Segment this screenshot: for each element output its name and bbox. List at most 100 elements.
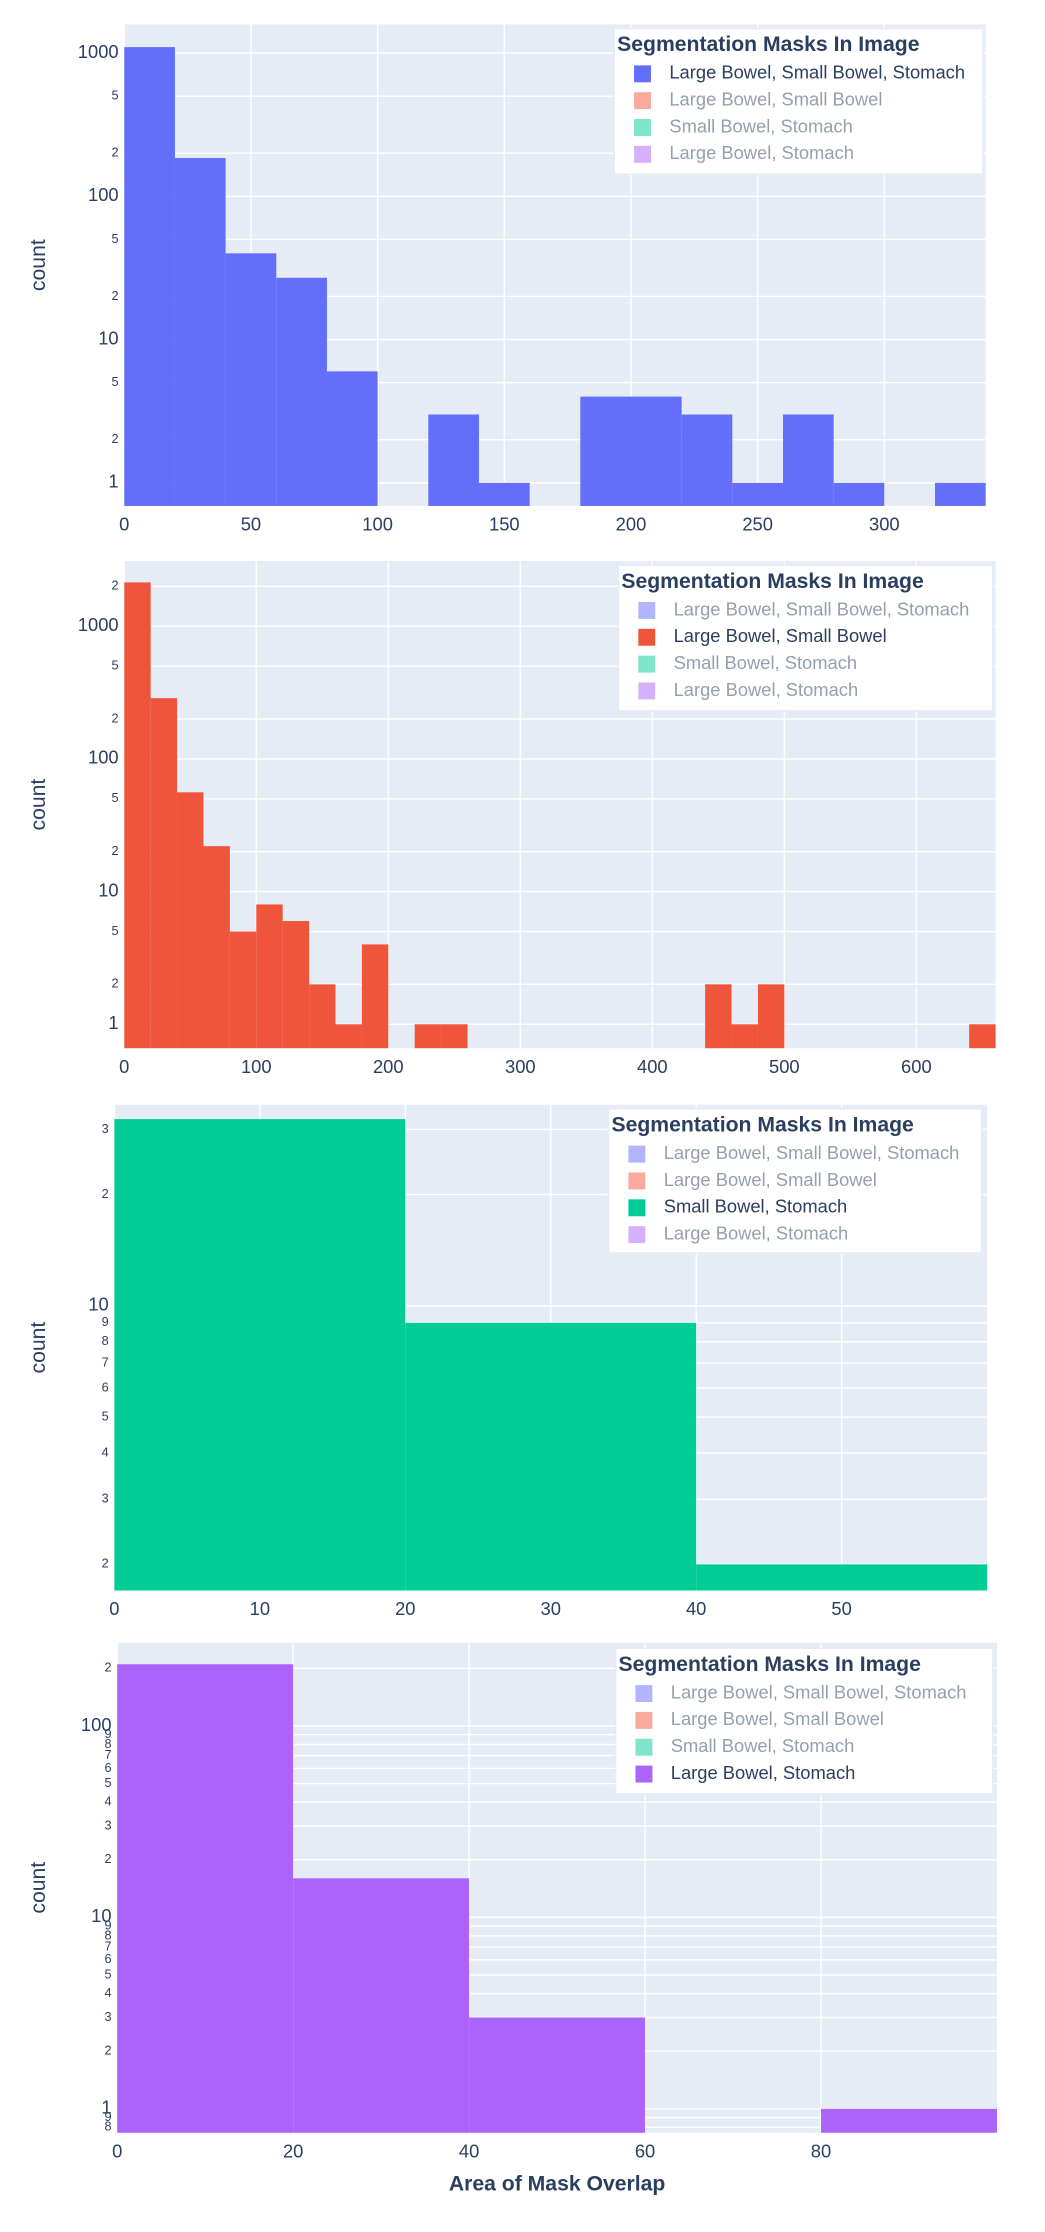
legend-swatch — [638, 628, 656, 646]
y-tick-label: 5 — [112, 659, 119, 673]
bar — [441, 1024, 468, 1049]
y-tick-label: 1 — [101, 2097, 111, 2118]
bar — [225, 253, 277, 506]
y-tick-label: 3 — [104, 1818, 111, 1832]
legend-label: Large Bowel, Stomach — [664, 1222, 849, 1243]
bar — [696, 1564, 988, 1591]
legend-label: Large Bowel, Small Bowel — [669, 88, 882, 109]
y-tick-label: 3 — [102, 1492, 109, 1506]
y-tick-label: 10 — [98, 879, 118, 900]
bar — [150, 698, 178, 1049]
legend-box — [613, 27, 984, 175]
bar — [630, 396, 682, 506]
bar — [705, 984, 732, 1049]
legend-swatch — [628, 1145, 646, 1163]
legend-box — [617, 564, 994, 712]
bar — [935, 482, 986, 506]
y-tick-label: 6 — [102, 1380, 109, 1394]
bar — [757, 984, 785, 1049]
bar — [821, 2108, 997, 2133]
bar — [124, 47, 175, 506]
legend-label: Large Bowel, Stomach — [674, 679, 859, 700]
legend-swatch — [628, 1172, 646, 1190]
bar — [732, 482, 784, 506]
legend-swatch — [628, 1226, 646, 1244]
bar — [969, 1024, 996, 1049]
bar — [361, 944, 389, 1049]
legend-label: Large Bowel, Small Bowel, Stomach — [671, 1681, 967, 1702]
legend-label: Large Bowel, Stomach — [669, 142, 854, 163]
legend-swatch — [638, 601, 656, 619]
legend-label: Small Bowel, Stomach — [669, 115, 853, 136]
x-tick-label: 0 — [119, 1056, 129, 1077]
y-tick-label: 1000 — [78, 41, 119, 62]
bar — [326, 371, 378, 506]
x-tick-label: 300 — [869, 514, 900, 535]
legend-swatch — [628, 1199, 646, 1217]
bar — [335, 1024, 362, 1049]
y-tick-label: 1 — [108, 1012, 118, 1033]
bar — [174, 158, 226, 506]
bar — [124, 582, 151, 1049]
y-tick-label: 2 — [112, 844, 119, 858]
y-tick-label: 10 — [88, 1294, 108, 1315]
bar — [414, 1024, 442, 1049]
y-tick-label: 4 — [102, 1445, 109, 1459]
legend-swatch — [634, 119, 652, 136]
legend-swatch — [635, 1711, 653, 1729]
legend-label: Small Bowel, Stomach — [671, 1735, 855, 1756]
y-tick-label: 6 — [104, 1761, 111, 1775]
y-axis-title: count — [27, 239, 50, 291]
y-tick-label: 8 — [104, 1737, 111, 1751]
bar — [229, 931, 257, 1049]
y-tick-label: 7 — [102, 1356, 109, 1370]
bar — [177, 792, 204, 1049]
y-tick-label: 2 — [112, 579, 119, 593]
bar — [256, 904, 283, 1049]
bar — [309, 984, 336, 1049]
y-tick-label: 5 — [112, 791, 119, 805]
y-tick-label: 2 — [102, 1187, 109, 1201]
bar — [478, 482, 530, 506]
x-tick-label: 150 — [489, 514, 520, 535]
legend-label: Large Bowel, Small Bowel, Stomach — [674, 598, 970, 619]
x-tick-label: 250 — [742, 514, 773, 535]
x-tick-label: 40 — [459, 2140, 479, 2161]
x-tick-label: 50 — [241, 514, 261, 535]
legend-label: Large Bowel, Small Bowel, Stomach — [664, 1142, 960, 1163]
x-axis-title: Area of Mask Overlap — [449, 2173, 666, 2196]
legend-label: Large Bowel, Small Bowel — [671, 1708, 884, 1729]
legend-swatch — [635, 1685, 653, 1703]
x-tick-label: 500 — [769, 1056, 800, 1077]
y-tick-label: 7 — [104, 1748, 111, 1762]
y-tick-label: 2 — [112, 146, 119, 160]
y-tick-label: 2 — [112, 432, 119, 446]
legend-swatch — [634, 92, 652, 110]
y-tick-label: 8 — [102, 1334, 109, 1348]
legend-swatch — [635, 1738, 653, 1756]
bar — [293, 1878, 470, 2133]
y-tick-label: 2 — [112, 977, 119, 991]
x-tick-label: 0 — [109, 1598, 119, 1619]
legend-label: Large Bowel, Small Bowel — [674, 625, 887, 646]
legend-label: Large Bowel, Small Bowel, Stomach — [669, 62, 965, 83]
y-axis-title: count — [27, 1862, 50, 1914]
bar — [681, 414, 733, 506]
bar — [117, 1664, 294, 2133]
bar — [580, 396, 631, 506]
legend-label: Small Bowel, Stomach — [674, 652, 858, 673]
y-tick-label: 1 — [108, 471, 118, 492]
bar — [405, 1322, 697, 1591]
x-tick-label: 400 — [637, 1056, 668, 1077]
x-tick-label: 200 — [616, 514, 647, 535]
y-tick-label: 10 — [91, 1905, 111, 1926]
y-tick-label: 9 — [104, 1727, 111, 1741]
y-tick-label: 3 — [102, 1122, 109, 1136]
x-tick-label: 100 — [241, 1056, 272, 1077]
x-tick-label: 20 — [395, 1598, 415, 1619]
x-tick-label: 600 — [901, 1056, 932, 1077]
bar — [731, 1024, 758, 1049]
legend-box — [614, 1647, 994, 1795]
bar — [114, 1119, 406, 1591]
x-tick-label: 30 — [541, 1598, 561, 1619]
